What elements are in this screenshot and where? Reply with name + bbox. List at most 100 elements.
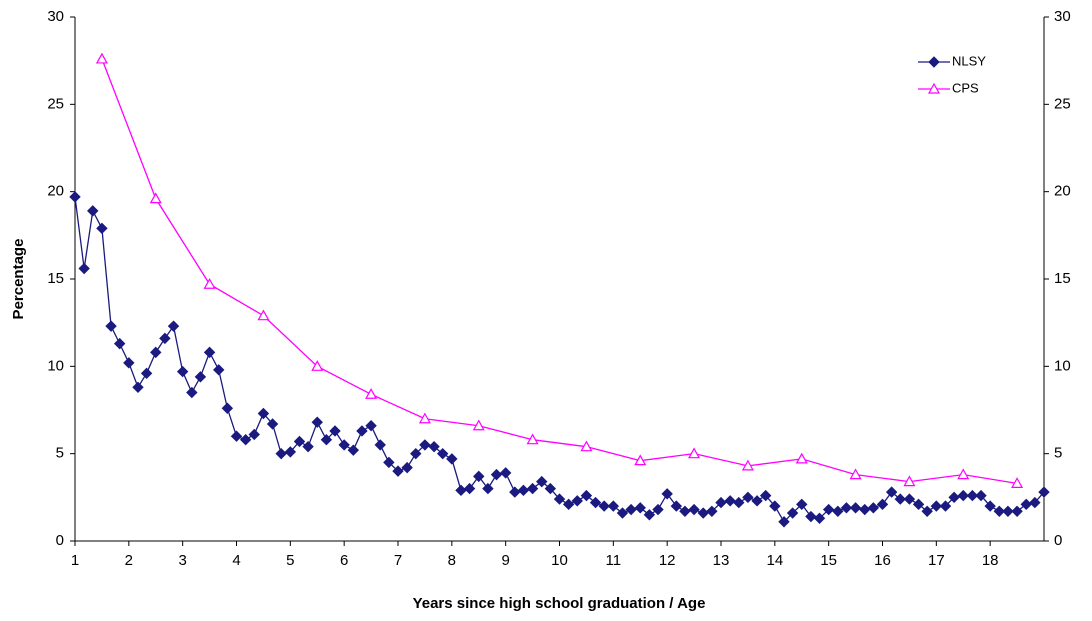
point	[859, 503, 871, 516]
point	[589, 496, 602, 509]
point	[69, 191, 81, 203]
point	[96, 222, 108, 235]
y2-tick-label: 30	[1054, 8, 1071, 25]
point	[742, 491, 754, 504]
y-tick-label: 30	[47, 8, 64, 25]
point	[302, 440, 314, 453]
point	[239, 433, 252, 446]
x-tick-label: 6	[340, 552, 348, 569]
point	[365, 388, 378, 399]
point	[805, 510, 817, 523]
point	[509, 486, 521, 498]
series-line	[101, 58, 1018, 485]
y-tick-label: 20	[47, 183, 64, 200]
point	[329, 425, 341, 437]
point	[149, 192, 162, 204]
point	[167, 320, 180, 332]
point	[221, 402, 234, 414]
point	[957, 489, 969, 502]
point	[903, 493, 916, 505]
point	[885, 486, 898, 498]
point	[140, 367, 153, 380]
point	[571, 495, 583, 507]
point	[607, 500, 620, 512]
point	[957, 468, 970, 480]
x-tick-label: 14	[766, 552, 783, 569]
point	[517, 484, 530, 497]
x-tick-label: 5	[286, 552, 294, 569]
x-tick-label: 15	[820, 552, 837, 569]
point	[733, 496, 745, 509]
point	[203, 278, 216, 289]
point	[257, 407, 270, 420]
point	[679, 505, 691, 518]
x-tick-label: 1	[71, 552, 79, 569]
y-tick-label: 15	[47, 270, 64, 287]
point	[499, 467, 512, 479]
point	[894, 493, 906, 505]
point	[715, 496, 727, 509]
point	[634, 502, 646, 514]
point	[275, 447, 287, 460]
point	[966, 489, 979, 502]
y-tick-label: 5	[56, 445, 64, 462]
point	[975, 489, 987, 502]
x-tick-label: 12	[659, 552, 676, 569]
point	[284, 446, 297, 458]
y-axis-title: Percentage	[10, 239, 27, 320]
point	[580, 489, 593, 502]
point	[849, 468, 862, 480]
point	[320, 433, 333, 446]
point	[257, 309, 270, 321]
point	[266, 418, 279, 430]
point	[643, 509, 656, 521]
point	[849, 502, 862, 514]
point	[526, 433, 539, 445]
x-axis-title: Years since high school graduation / Age	[413, 595, 706, 612]
point	[832, 505, 844, 518]
point	[928, 56, 940, 68]
point	[778, 516, 790, 528]
point	[194, 371, 207, 383]
point	[1038, 486, 1050, 498]
point	[428, 440, 440, 453]
point	[418, 412, 431, 424]
y2-tick-label: 5	[1054, 445, 1062, 462]
point	[293, 435, 306, 448]
x-tick-label: 10	[551, 552, 568, 569]
point	[670, 500, 683, 512]
point	[786, 507, 799, 519]
point	[123, 357, 135, 369]
point	[176, 365, 189, 378]
point	[544, 482, 557, 495]
point	[796, 498, 808, 511]
point	[553, 493, 566, 505]
point	[463, 482, 476, 495]
x-tick-label: 7	[394, 552, 402, 569]
point	[706, 505, 718, 518]
point	[383, 456, 395, 469]
point	[625, 503, 637, 516]
x-tick-label: 3	[178, 552, 186, 569]
point	[840, 502, 853, 514]
point	[374, 439, 386, 451]
point	[311, 360, 324, 371]
point	[769, 500, 781, 512]
point	[562, 498, 575, 511]
point	[356, 425, 368, 437]
point	[472, 419, 485, 431]
point	[813, 512, 826, 525]
x-tick-label: 17	[928, 552, 945, 569]
point	[392, 465, 404, 477]
point	[876, 498, 889, 511]
point	[230, 430, 243, 442]
point	[903, 475, 916, 487]
point	[580, 440, 593, 452]
point	[473, 470, 485, 483]
point	[688, 503, 700, 516]
y2-tick-label: 10	[1054, 357, 1071, 374]
y2-tick-label: 20	[1054, 183, 1071, 200]
x-tick-label: 16	[874, 552, 891, 569]
